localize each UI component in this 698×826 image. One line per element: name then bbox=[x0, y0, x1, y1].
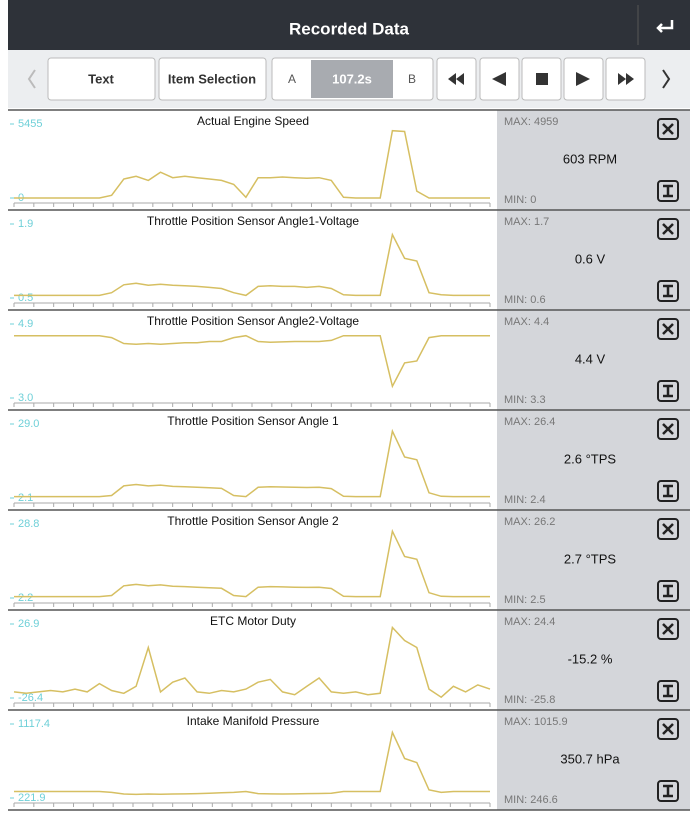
info-icon bbox=[663, 484, 673, 498]
current-value: -15.2 % bbox=[568, 651, 613, 666]
chart-title: Throttle Position Sensor Angle2-Voltage bbox=[147, 314, 359, 328]
playback-controls bbox=[436, 57, 646, 101]
min-label: MIN: 2.4 bbox=[504, 494, 546, 506]
close-icon bbox=[662, 523, 674, 535]
current-value: 0.6 V bbox=[575, 251, 606, 266]
y-tick-label: 1.9 bbox=[18, 218, 33, 230]
close-button[interactable] bbox=[657, 618, 679, 640]
close-button[interactable] bbox=[657, 118, 679, 140]
info-icon bbox=[663, 684, 673, 698]
current-value: 2.7 °TPS bbox=[564, 551, 616, 566]
info-button[interactable] bbox=[657, 780, 679, 802]
next-arrow[interactable] bbox=[662, 69, 671, 89]
info-icon bbox=[663, 384, 673, 398]
time-label: 107.2s bbox=[332, 71, 372, 86]
y-tick-label: -26.4 bbox=[18, 692, 43, 704]
chart-title: Throttle Position Sensor Angle 1 bbox=[167, 414, 339, 428]
y-tick-label: 26.9 bbox=[18, 618, 39, 630]
forward-icon bbox=[618, 73, 634, 85]
rewind-icon bbox=[448, 73, 464, 85]
max-label: MAX: 26.4 bbox=[504, 416, 555, 428]
chart-title: ETC Motor Duty bbox=[210, 614, 296, 628]
min-label: MIN: 0.6 bbox=[504, 294, 546, 306]
y-tick-label: 2.2 bbox=[18, 592, 33, 604]
info-icon bbox=[663, 784, 673, 798]
chart-title: Intake Manifold Pressure bbox=[187, 714, 320, 728]
max-label: MAX: 4.4 bbox=[504, 316, 549, 328]
time-box bbox=[311, 60, 393, 98]
max-label: MAX: 1.7 bbox=[504, 216, 549, 228]
close-button[interactable] bbox=[657, 218, 679, 240]
y-tick-label: 0.5 bbox=[18, 292, 33, 304]
min-label: MIN: 3.3 bbox=[504, 394, 546, 406]
back-button[interactable] bbox=[656, 20, 674, 33]
marker-b[interactable]: B bbox=[408, 72, 416, 86]
info-icon bbox=[663, 284, 673, 298]
y-tick-label: 5455 bbox=[18, 118, 42, 130]
info-button[interactable] bbox=[657, 280, 679, 302]
max-label: MAX: 4959 bbox=[504, 116, 558, 128]
y-tick-label: 28.8 bbox=[18, 518, 39, 530]
current-value: 350.7 hPa bbox=[560, 751, 620, 766]
marker-a[interactable]: A bbox=[288, 72, 296, 86]
text-button[interactable] bbox=[47, 57, 156, 101]
y-tick-label: 3.0 bbox=[18, 392, 33, 404]
y-tick-label: 221.9 bbox=[18, 792, 46, 804]
y-tick-label: 2.1 bbox=[18, 492, 33, 504]
close-button[interactable] bbox=[657, 718, 679, 740]
max-label: MAX: 24.4 bbox=[504, 616, 555, 628]
data-line bbox=[14, 334, 490, 389]
current-value: 4.4 V bbox=[575, 351, 606, 366]
y-tick-label: 4.9 bbox=[18, 318, 33, 330]
current-value: 603 RPM bbox=[563, 151, 617, 166]
data-line bbox=[14, 428, 490, 498]
min-label: MIN: 0 bbox=[504, 194, 536, 206]
chart-title: Actual Engine Speed bbox=[197, 114, 309, 128]
close-icon bbox=[662, 123, 674, 135]
close-icon bbox=[662, 223, 674, 235]
stop-icon bbox=[536, 73, 548, 85]
close-icon bbox=[662, 623, 674, 635]
button-label: Item Selection bbox=[168, 71, 256, 86]
min-label: MIN: 246.6 bbox=[504, 794, 558, 806]
close-button[interactable] bbox=[657, 318, 679, 340]
info-button[interactable] bbox=[657, 180, 679, 202]
info-button[interactable] bbox=[657, 480, 679, 502]
data-line bbox=[14, 528, 490, 598]
info-icon bbox=[663, 584, 673, 598]
chart-title: Throttle Position Sensor Angle1-Voltage bbox=[147, 214, 359, 228]
item-selection-button[interactable] bbox=[158, 57, 267, 101]
y-tick-label: 1117.4 bbox=[18, 718, 50, 730]
max-label: MAX: 1015.9 bbox=[504, 716, 568, 728]
y-tick-label: 29.0 bbox=[18, 418, 39, 430]
button-label: Text bbox=[88, 71, 114, 86]
data-line bbox=[13, 625, 491, 699]
max-label: MAX: 26.2 bbox=[504, 516, 555, 528]
data-line bbox=[14, 232, 490, 297]
info-icon bbox=[663, 184, 673, 198]
info-button[interactable] bbox=[657, 680, 679, 702]
close-icon bbox=[662, 323, 674, 335]
min-label: MIN: 2.5 bbox=[504, 594, 546, 606]
close-button[interactable] bbox=[657, 418, 679, 440]
min-label: MIN: -25.8 bbox=[504, 694, 555, 706]
header-title: Recorded Data bbox=[289, 19, 410, 38]
close-icon bbox=[662, 423, 674, 435]
step-back-icon bbox=[492, 72, 506, 86]
header-bar bbox=[8, 0, 690, 50]
current-value: 2.6 °TPS bbox=[564, 451, 616, 466]
chart-title: Throttle Position Sensor Angle 2 bbox=[167, 514, 339, 528]
data-line bbox=[14, 730, 490, 796]
data-line bbox=[14, 129, 490, 199]
info-button[interactable] bbox=[657, 580, 679, 602]
close-icon bbox=[662, 723, 674, 735]
info-button[interactable] bbox=[657, 380, 679, 402]
close-button[interactable] bbox=[657, 518, 679, 540]
play-icon bbox=[576, 72, 590, 86]
prev-arrow[interactable] bbox=[27, 69, 36, 89]
